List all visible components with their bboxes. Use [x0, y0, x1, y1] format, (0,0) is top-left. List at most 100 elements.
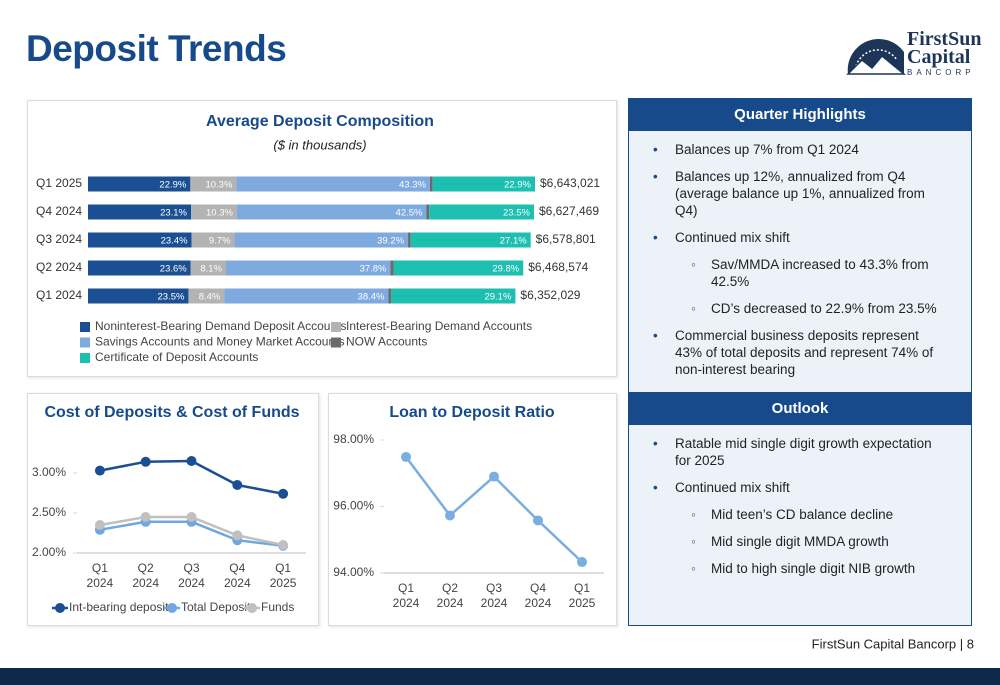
point — [489, 471, 499, 482]
point — [186, 512, 197, 522]
legend-swatch — [331, 337, 341, 348]
point — [577, 557, 587, 568]
bar-segment — [88, 232, 192, 248]
y-tick-label: 98.00% — [333, 432, 374, 446]
y-tick-label: Q3 2024 — [36, 232, 82, 246]
chart-title: Loan to Deposit Ratio — [389, 404, 555, 421]
data-label: 23.1% — [160, 208, 187, 219]
highlight-list: Balances up 7% from Q1 2024 Balances up 1… — [629, 141, 971, 378]
bullet-item: Continued mix shift Sav/MMDA increased to… — [629, 229, 971, 317]
x-tick-label: Q3 2024 — [178, 561, 205, 590]
data-label: 43.3% — [399, 180, 426, 191]
legend-label: Funds — [261, 600, 294, 614]
data-label: 22.9% — [504, 180, 531, 191]
data-label: 39.2% — [377, 236, 404, 247]
legend-label: Noninterest-Bearing Demand Deposit Accou… — [95, 319, 346, 333]
data-label: 8.4% — [199, 292, 221, 303]
chart-title: Cost of Deposits & Cost of Funds — [44, 404, 299, 421]
legend-label: Certificate of Deposit Accounts — [95, 350, 258, 364]
bar-segment — [429, 204, 534, 220]
total-label: $6,352,029 — [520, 288, 580, 302]
bar-segment — [224, 288, 389, 304]
point — [445, 510, 455, 521]
bar-segment — [388, 288, 392, 304]
sub-text: Mid single digit MMDA growth — [711, 534, 889, 549]
y-tick-label: Q2 2024 — [36, 260, 82, 274]
data-label: 9.7% — [209, 236, 231, 247]
y-tick-label: 3.00% — [32, 465, 66, 479]
legend-marker — [167, 603, 177, 613]
bar-segment — [191, 232, 235, 248]
sub-item: Sav/MMDA increased to 43.3% from 42.5% — [675, 256, 947, 290]
bar-segment — [236, 176, 430, 192]
slide-title: Deposit Trends — [26, 28, 287, 69]
ltd-box — [328, 393, 617, 626]
point — [94, 465, 105, 476]
sub-text: Mid teen’s CD balance decline — [711, 507, 893, 522]
x-tick-label: Q4 2024 — [524, 581, 552, 610]
bar-segment — [236, 204, 427, 220]
outlook-list: Ratable mid single digit growth expectat… — [629, 435, 971, 577]
bullet-text: Balances up 12%, annualized from Q4 (ave… — [675, 169, 925, 218]
y-tick-label: 2.00% — [32, 545, 66, 559]
bullet-text: Continued mix shift — [675, 230, 790, 245]
panel-header: Quarter Highlights — [628, 98, 972, 131]
x-tick-label: Q2 2024 — [132, 561, 160, 590]
bullet-text: Continued mix shift — [675, 480, 790, 495]
logo-text: FirstSun Capital BANCORP — [907, 29, 981, 80]
x-tick-label: Q3 2024 — [480, 581, 508, 610]
legend-label: Savings Accounts and Money Market Accoun… — [95, 335, 344, 349]
y-tick-label: Q1 2025 — [36, 176, 82, 190]
bullet-item: Ratable mid single digit growth expectat… — [629, 435, 971, 469]
bar-segment — [88, 288, 189, 304]
bar-segment — [88, 176, 191, 192]
panel-body: Ratable mid single digit growth expectat… — [628, 425, 972, 626]
y-tick-label: 94.00% — [333, 565, 374, 579]
bar-segment — [410, 232, 531, 248]
panel-body: Balances up 7% from Q1 2024 Balances up 1… — [628, 131, 972, 393]
point — [140, 456, 151, 467]
bar-segment — [426, 204, 430, 220]
legend-swatch — [331, 322, 341, 332]
panel-header: Outlook — [628, 392, 972, 425]
bullet-item: Balances up 7% from Q1 2024 — [629, 141, 971, 158]
data-label: 27.1% — [500, 236, 527, 247]
y-tick-label: Q4 2024 — [36, 204, 82, 218]
total-label: $6,627,469 — [539, 204, 599, 218]
sub-list: Mid teen’s CD balance decline Mid single … — [675, 506, 947, 577]
sub-item: Mid single digit MMDA growth — [675, 533, 947, 550]
legend-label: Total Deposits — [181, 600, 256, 614]
data-label: 23.6% — [160, 264, 187, 275]
legend-marker — [55, 603, 65, 613]
sub-item: CD’s decreased to 22.9% from 23.5% — [675, 300, 947, 317]
point — [232, 530, 243, 541]
data-label: 29.8% — [492, 264, 519, 275]
legend-marker — [247, 603, 257, 613]
bar-segment — [390, 260, 394, 276]
point — [401, 451, 411, 462]
y-tick-label: Q1 2024 — [36, 288, 82, 302]
y-tick-label: 96.00% — [333, 499, 374, 513]
data-label: 23.4% — [161, 236, 188, 247]
bar-segment — [88, 260, 191, 276]
data-label: 37.8% — [360, 264, 387, 275]
bullet-item: Continued mix shift Mid teen’s CD balance… — [629, 479, 971, 577]
data-label: 38.4% — [358, 292, 385, 303]
x-tick-label: Q4 2024 — [223, 561, 251, 590]
bar-segment — [88, 204, 192, 220]
bar-segment — [408, 232, 411, 248]
bar-segment — [234, 232, 409, 248]
chart-title: Average Deposit Composition — [206, 113, 434, 130]
bullet-text: Commercial business deposits represent 4… — [675, 328, 933, 377]
legend-swatch — [80, 337, 90, 348]
legend-label: NOW Accounts — [346, 335, 427, 349]
data-label: 23.5% — [158, 292, 185, 303]
sub-text: Mid to high single digit NIB growth — [711, 561, 915, 576]
bar-segment — [190, 176, 237, 192]
data-label: 8.1% — [200, 264, 222, 275]
legend-label: Int-bearing deposits — [69, 600, 174, 614]
point — [232, 480, 243, 490]
bullet-text: Ratable mid single digit growth expectat… — [675, 436, 932, 468]
